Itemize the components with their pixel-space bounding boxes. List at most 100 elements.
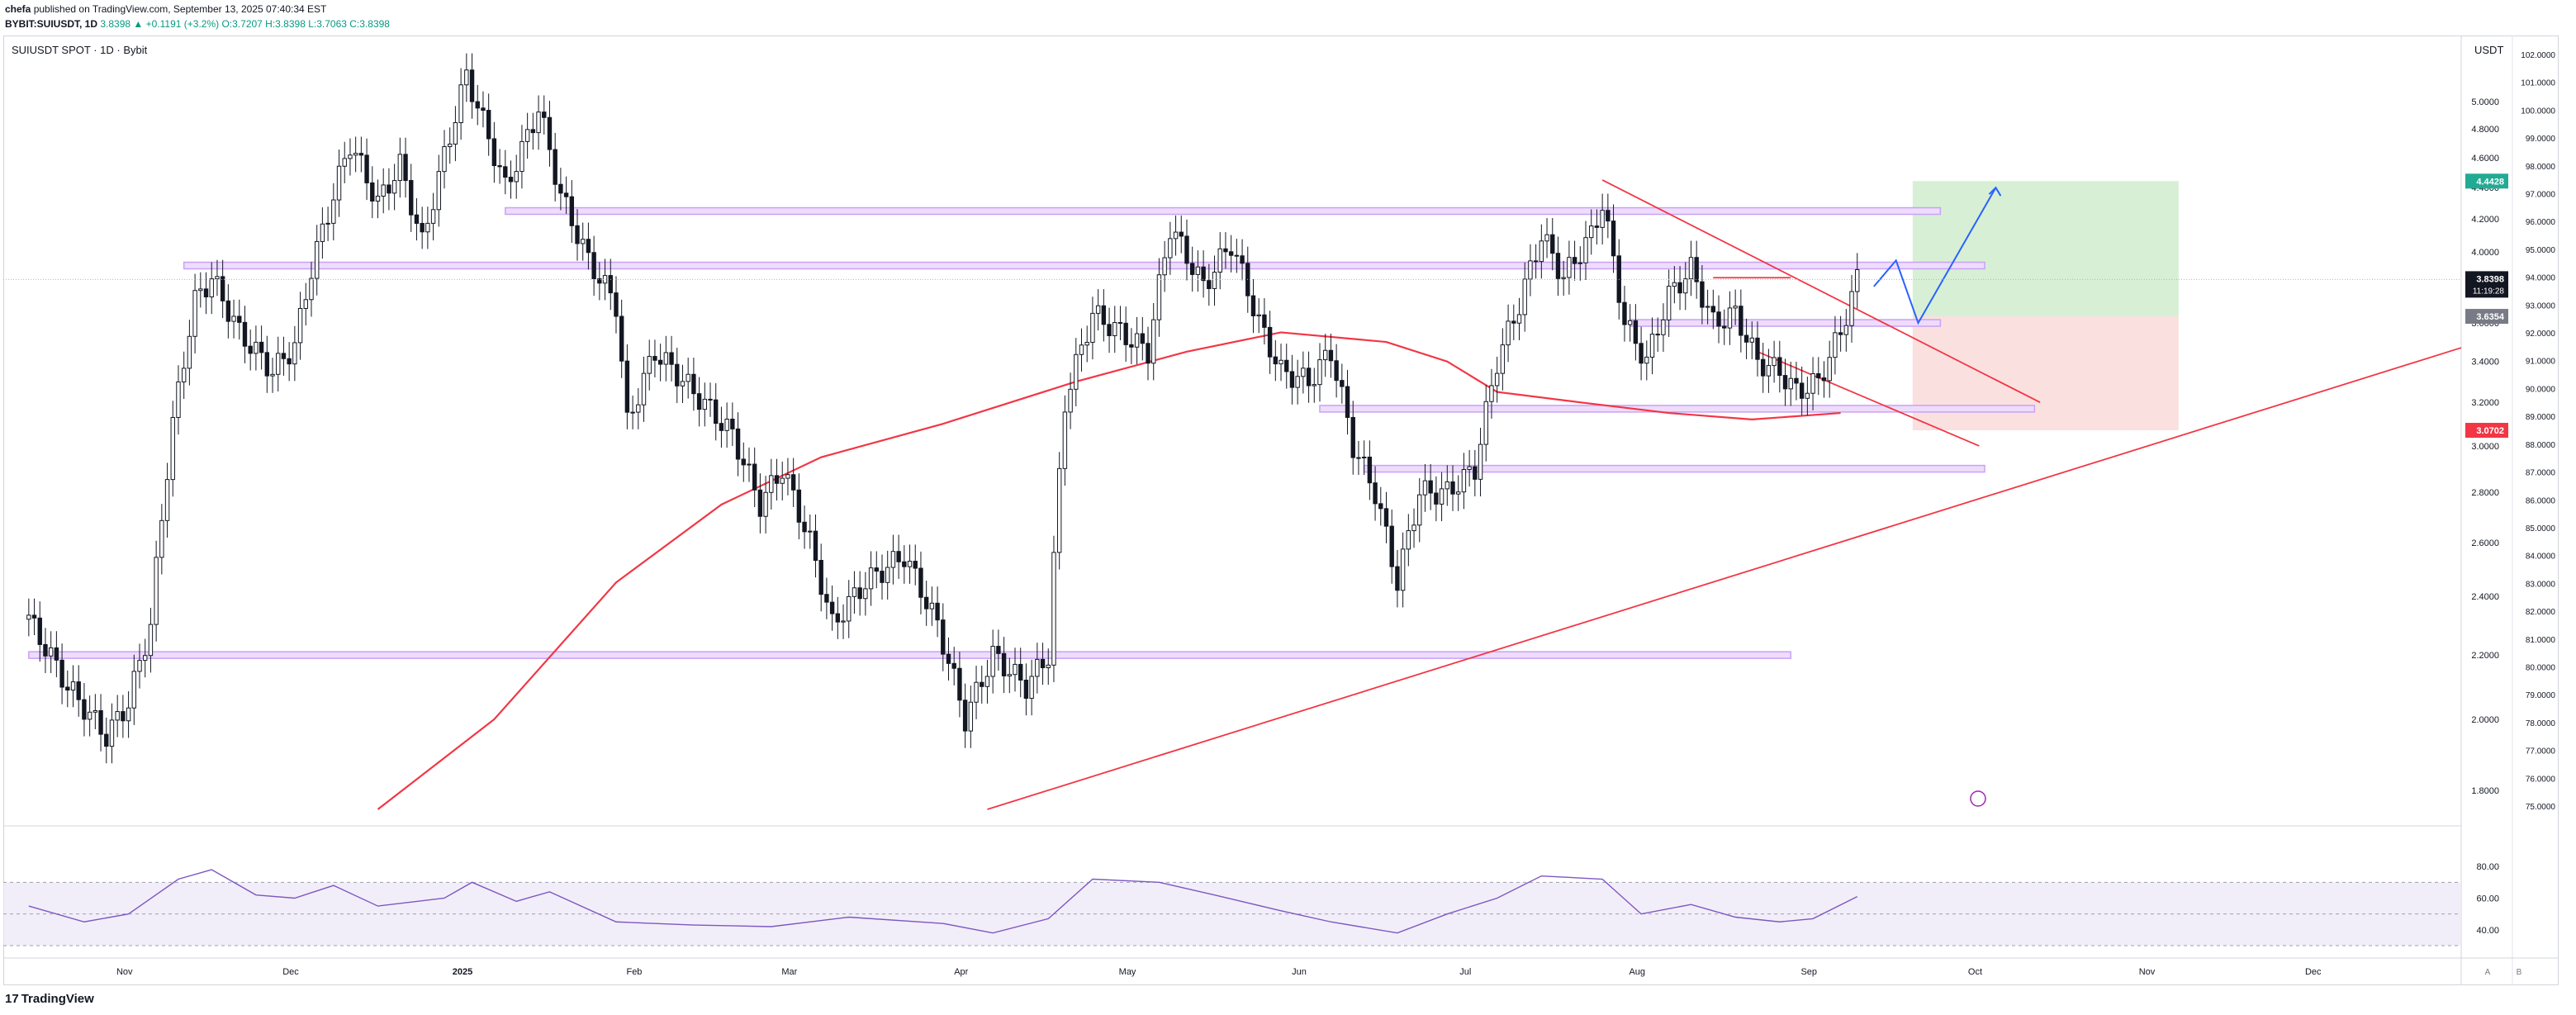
candle-body	[818, 560, 823, 595]
candle-body	[453, 122, 458, 145]
candle-body	[696, 393, 702, 410]
candle-body	[259, 341, 264, 353]
candle-body	[1594, 225, 1600, 228]
candle-body	[364, 154, 369, 183]
candle-body	[553, 149, 557, 185]
price-tick: 2.4000	[2471, 592, 2499, 602]
price-tag-entry	[2465, 309, 2508, 325]
candle-body	[1289, 371, 1295, 388]
candle-body	[1749, 337, 1754, 343]
candle-body	[675, 363, 680, 387]
date-tick: May	[1119, 967, 1136, 977]
candle-body	[1422, 480, 1428, 496]
price-tick: 4.6000	[2471, 154, 2499, 164]
candle-body	[464, 69, 469, 86]
candle-body	[730, 418, 735, 429]
candle-body	[1461, 468, 1467, 493]
candle-body	[281, 353, 287, 359]
candle-body	[1838, 332, 1843, 335]
candle-body	[1250, 295, 1256, 317]
tradingview-logo: 17 TradingView	[5, 992, 94, 1006]
candle-body	[657, 359, 663, 365]
candle-body	[1661, 319, 1666, 335]
candle-body	[1760, 358, 1766, 377]
candle-body	[1539, 240, 1544, 263]
date-tick: Mar	[781, 967, 797, 977]
candle-body	[1018, 663, 1023, 681]
publish-info: chefa published on TradingView.com, Sept…	[5, 3, 326, 15]
support-zone	[1629, 319, 1942, 327]
candle-body	[320, 223, 325, 242]
candle-body	[702, 398, 708, 410]
candle-body	[1201, 266, 1206, 282]
candle-body	[1046, 664, 1051, 669]
date-tick: Aug	[1629, 967, 1645, 977]
candle-body	[248, 345, 253, 354]
candle-body	[847, 595, 852, 622]
price-tick: 2.0000	[2471, 715, 2499, 725]
candle-body	[1140, 333, 1146, 344]
candle-body	[735, 428, 741, 460]
candle-body	[907, 561, 913, 567]
candle-body	[387, 184, 391, 194]
candle-body	[624, 360, 630, 413]
price-tick: 4.0000	[2471, 248, 2499, 258]
candle-body	[829, 601, 835, 614]
candle-body	[143, 655, 148, 662]
scale-log-button: B	[2517, 968, 2522, 977]
candle-body	[1062, 411, 1068, 469]
candle-body	[1500, 344, 1506, 374]
price-tag-label: 4.4428	[2476, 177, 2504, 187]
candle-body	[1644, 356, 1649, 364]
candle-body	[1439, 488, 1445, 505]
candle-body	[1295, 376, 1300, 388]
candle-body	[630, 411, 635, 414]
candle-body	[314, 240, 320, 279]
support-zone	[28, 651, 1791, 659]
candle-body	[287, 358, 292, 365]
candle-body	[420, 222, 425, 233]
date-tick: Dec	[2305, 967, 2322, 977]
candle-body	[1134, 333, 1140, 348]
candle-body	[1001, 652, 1007, 676]
candle-body	[935, 602, 940, 621]
candle-body	[1434, 492, 1439, 505]
candle-body	[276, 353, 281, 375]
candle-body	[1228, 251, 1234, 256]
candle-body	[951, 662, 956, 669]
candle-body	[763, 491, 768, 517]
candle-body	[1655, 334, 1660, 336]
candle-body	[1350, 416, 1355, 458]
candle-body	[1627, 320, 1633, 325]
candle-body	[1301, 368, 1306, 377]
candle-body	[1146, 343, 1150, 364]
candle-body	[1074, 353, 1079, 390]
price-tick: 2.8000	[2471, 488, 2499, 498]
price-tick: 4.2000	[2471, 215, 2499, 225]
candle-body	[1173, 231, 1179, 240]
candle-body	[1666, 286, 1672, 320]
candle-body	[54, 647, 59, 661]
candle-body	[65, 686, 70, 691]
candle-body	[1068, 388, 1073, 413]
candle-body	[769, 475, 774, 493]
candle-body	[880, 571, 885, 583]
candle-body	[292, 342, 297, 365]
secondary-tick: 92.0000	[2526, 330, 2556, 339]
candle-body	[968, 701, 974, 732]
chart-frame	[3, 36, 2559, 985]
secondary-tick: 89.0000	[2526, 413, 2556, 422]
candle-body	[1378, 503, 1383, 510]
candle-body	[508, 177, 514, 183]
candle-body	[1478, 443, 1483, 480]
candle-body	[1007, 674, 1012, 676]
candle-body	[790, 474, 796, 491]
candle-body	[558, 183, 563, 194]
candle-body	[1483, 401, 1488, 445]
candle-body	[203, 288, 209, 298]
candle-body	[1788, 377, 1793, 390]
candle-body	[1528, 260, 1533, 280]
candle-body	[336, 165, 342, 201]
candle-body	[686, 373, 690, 382]
